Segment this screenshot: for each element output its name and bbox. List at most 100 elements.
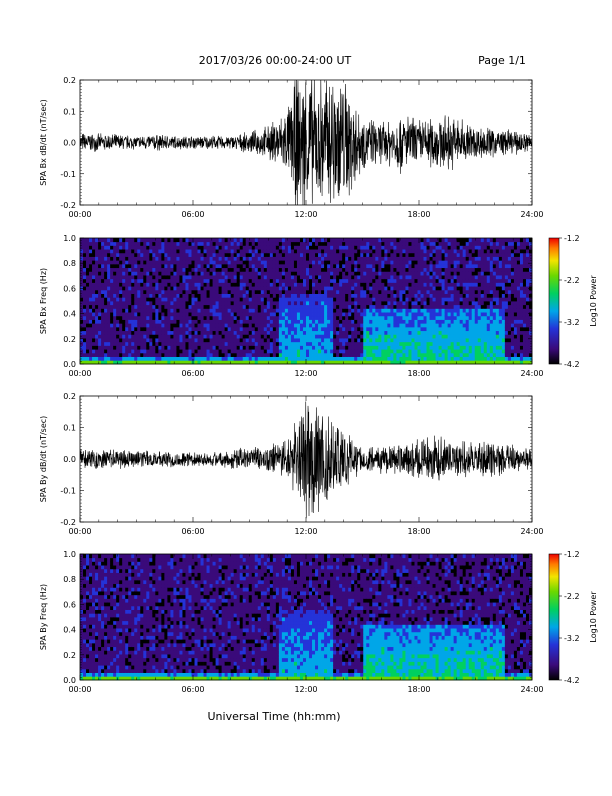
heatmap-cell (366, 260, 369, 264)
heatmap-cell (291, 264, 294, 268)
heatmap-cell (414, 353, 417, 357)
heatmap-cell (116, 290, 119, 294)
heatmap-cell (378, 264, 381, 268)
heatmap-cell (240, 297, 243, 301)
heatmap-cell (315, 275, 318, 279)
heatmap-cell (481, 308, 484, 312)
heatmap-cell (508, 327, 511, 331)
heatmap-cell (342, 323, 345, 327)
heatmap-cell (375, 257, 378, 261)
heatmap-cell (351, 308, 354, 312)
heatmap-cell (424, 238, 427, 242)
heatmap-cell (366, 245, 369, 249)
heatmap-cell (451, 264, 454, 268)
heatmap-cell (261, 345, 264, 349)
heatmap-cell (505, 308, 508, 312)
heatmap-cell (195, 282, 198, 286)
heatmap-cell (493, 338, 496, 342)
heatmap-cell (152, 316, 155, 320)
heatmap-cell (255, 345, 258, 349)
heatmap-cell (369, 331, 372, 335)
heatmap-cell (185, 238, 188, 242)
heatmap-cell (433, 275, 436, 279)
heatmap-cell (327, 275, 330, 279)
heatmap-cell (490, 245, 493, 249)
heatmap-cell (417, 320, 420, 324)
heatmap-cell (231, 357, 234, 361)
page-number: Page 1/1 (478, 54, 526, 67)
heatmap-cell (131, 260, 134, 264)
heatmap-cell (369, 275, 372, 279)
heatmap-cell (375, 353, 378, 357)
heatmap-cell (249, 334, 252, 338)
heatmap-cell (179, 357, 182, 361)
heatmap-cell (204, 334, 207, 338)
heatmap-cell (240, 334, 243, 338)
heatmap-cell (104, 323, 107, 327)
heatmap-cell (351, 271, 354, 275)
heatmap-cell (131, 290, 134, 294)
heatmap-cell (478, 353, 481, 357)
heatmap-cell (439, 294, 442, 298)
heatmap-cell (291, 238, 294, 242)
heatmap-cell (496, 327, 499, 331)
heatmap-cell (291, 342, 294, 346)
heatmap-cell (433, 260, 436, 264)
heatmap-cell (231, 286, 234, 290)
heatmap-cell (390, 323, 393, 327)
heatmap-cell (442, 357, 445, 361)
heatmap-cell (219, 286, 222, 290)
heatmap-cell (285, 294, 288, 298)
heatmap-cell (478, 345, 481, 349)
heatmap-cell (95, 275, 98, 279)
heatmap-cell (366, 338, 369, 342)
heatmap-cell (427, 282, 430, 286)
heatmap-cell (107, 308, 110, 312)
heatmap-cell (454, 312, 457, 316)
heatmap-cell (222, 320, 225, 324)
heatmap-cell (424, 275, 427, 279)
heatmap-cell (282, 338, 285, 342)
heatmap-cell (213, 294, 216, 298)
heatmap-cell (146, 238, 149, 242)
heatmap-cell (161, 290, 164, 294)
heatmap-cell (185, 357, 188, 361)
heatmap-cell (113, 260, 116, 264)
heatmap-cell (487, 323, 490, 327)
heatmap-cell (249, 357, 252, 361)
heatmap-cell (321, 338, 324, 342)
heatmap-cell (216, 286, 219, 290)
heatmap-cell (505, 323, 508, 327)
heatmap-cell (195, 338, 198, 342)
heatmap-cell (445, 338, 448, 342)
heatmap-cell (390, 301, 393, 305)
heatmap-cell (104, 294, 107, 298)
heatmap-cell (463, 345, 466, 349)
heatmap-cell (414, 312, 417, 316)
heatmap-cell (161, 327, 164, 331)
heatmap-cell (357, 257, 360, 261)
heatmap-cell (288, 282, 291, 286)
heatmap-cell (173, 297, 176, 301)
heatmap-cell (170, 257, 173, 261)
heatmap-cell (478, 290, 481, 294)
heatmap-cell (390, 279, 393, 283)
heatmap-cell (345, 279, 348, 283)
heatmap-cell (231, 268, 234, 272)
heatmap-cell (204, 301, 207, 305)
heatmap-cell (237, 264, 240, 268)
heatmap-cell (378, 305, 381, 309)
heatmap-cell (164, 357, 167, 361)
heatmap-cell (318, 275, 321, 279)
heatmap-cell (110, 312, 113, 316)
heatmap-cell (381, 320, 384, 324)
heatmap-cell (161, 316, 164, 320)
heatmap-cell (457, 271, 460, 275)
heatmap-cell (182, 245, 185, 249)
heatmap-cell (421, 271, 424, 275)
heatmap-cell (427, 323, 430, 327)
heatmap-cell (469, 279, 472, 283)
heatmap-cell (288, 279, 291, 283)
heatmap-cell (170, 271, 173, 275)
heatmap-cell (261, 334, 264, 338)
